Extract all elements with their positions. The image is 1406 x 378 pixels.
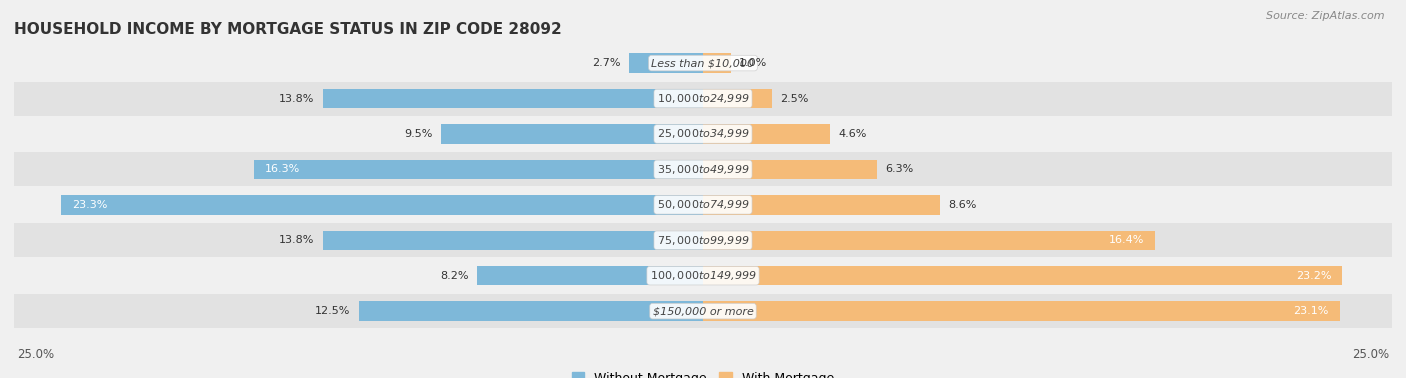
Bar	[14, 259, 1392, 293]
Text: 13.8%: 13.8%	[278, 93, 315, 104]
Bar	[14, 117, 1392, 151]
Text: 4.6%: 4.6%	[838, 129, 866, 139]
Bar	[359, 301, 703, 321]
Text: $50,000 to $74,999: $50,000 to $74,999	[657, 198, 749, 211]
Bar	[323, 89, 703, 108]
Bar	[703, 89, 772, 108]
Bar	[703, 231, 1154, 250]
Text: Less than $10,000: Less than $10,000	[651, 58, 755, 68]
Bar	[703, 266, 1343, 285]
Bar	[703, 160, 876, 179]
Text: 8.2%: 8.2%	[440, 271, 468, 281]
Bar	[14, 188, 1392, 222]
Bar	[703, 124, 830, 144]
Text: $10,000 to $24,999: $10,000 to $24,999	[657, 92, 749, 105]
Legend: Without Mortgage, With Mortgage: Without Mortgage, With Mortgage	[572, 372, 834, 378]
Bar	[628, 53, 703, 73]
Text: 23.1%: 23.1%	[1294, 306, 1329, 316]
Bar	[703, 195, 941, 215]
Bar	[323, 231, 703, 250]
Bar	[14, 82, 1392, 116]
Bar	[14, 294, 1392, 328]
Text: Source: ZipAtlas.com: Source: ZipAtlas.com	[1267, 11, 1385, 21]
Bar	[60, 195, 703, 215]
Text: 23.2%: 23.2%	[1296, 271, 1331, 281]
Text: 13.8%: 13.8%	[278, 235, 315, 245]
Text: 8.6%: 8.6%	[948, 200, 977, 210]
Text: 2.5%: 2.5%	[780, 93, 808, 104]
Text: 6.3%: 6.3%	[884, 164, 912, 174]
Text: $150,000 or more: $150,000 or more	[652, 306, 754, 316]
Bar	[14, 152, 1392, 186]
Text: 25.0%: 25.0%	[1353, 348, 1389, 361]
Bar	[14, 46, 1392, 80]
Text: $100,000 to $149,999: $100,000 to $149,999	[650, 269, 756, 282]
Text: 16.3%: 16.3%	[264, 164, 299, 174]
Bar	[703, 53, 731, 73]
Bar	[441, 124, 703, 144]
Text: $35,000 to $49,999: $35,000 to $49,999	[657, 163, 749, 176]
Text: 9.5%: 9.5%	[405, 129, 433, 139]
Text: 12.5%: 12.5%	[315, 306, 350, 316]
Bar	[254, 160, 703, 179]
Bar	[477, 266, 703, 285]
Text: 23.3%: 23.3%	[72, 200, 107, 210]
Text: $25,000 to $34,999: $25,000 to $34,999	[657, 127, 749, 141]
Bar	[14, 223, 1392, 257]
Bar	[703, 301, 1340, 321]
Text: $75,000 to $99,999: $75,000 to $99,999	[657, 234, 749, 247]
Text: 25.0%: 25.0%	[17, 348, 53, 361]
Text: 1.0%: 1.0%	[738, 58, 768, 68]
Text: 16.4%: 16.4%	[1108, 235, 1144, 245]
Text: HOUSEHOLD INCOME BY MORTGAGE STATUS IN ZIP CODE 28092: HOUSEHOLD INCOME BY MORTGAGE STATUS IN Z…	[14, 22, 562, 37]
Text: 2.7%: 2.7%	[592, 58, 620, 68]
